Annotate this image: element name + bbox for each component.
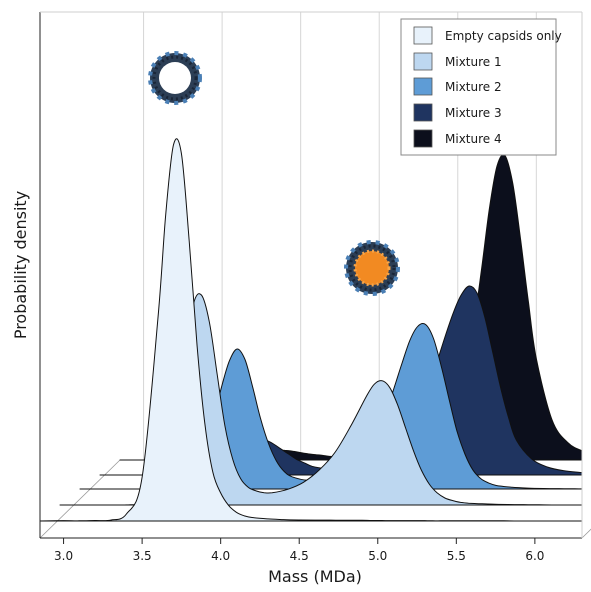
legend: Empty capsids only Mixture 1 Mixture 2 M… (400, 18, 562, 156)
legend-swatch-3 (413, 103, 433, 122)
legend-swatch-4 (413, 129, 433, 148)
x-tick-label-2: 4.0 (211, 549, 230, 563)
x-tick-label-6: 6.0 (525, 549, 544, 563)
x-tick-label-0: 3.0 (54, 549, 73, 563)
density-curve-empty-capsids-only (39, 138, 582, 522)
x-tick-label-1: 3.5 (133, 549, 152, 563)
legend-swatch-1 (413, 52, 433, 71)
legend-swatch-2 (413, 77, 433, 96)
legend-label-4: Mixture 4 (445, 132, 502, 146)
legend-label-1: Mixture 1 (445, 55, 502, 69)
floor-diagonal-1 (581, 528, 591, 539)
legend-label-3: Mixture 3 (445, 106, 502, 120)
empty-capsid-icon (148, 51, 202, 105)
x-tick-label-5: 5.5 (447, 549, 466, 563)
filled-capsid-icon (344, 240, 400, 296)
legend-label-2: Mixture 2 (445, 80, 502, 94)
x-axis-title: Mass (MDa) (268, 567, 362, 586)
floor-diagonal-0 (39, 459, 121, 539)
x-tick-label-3: 4.5 (290, 549, 309, 563)
x-tick-label-4: 5.0 (368, 549, 387, 563)
legend-label-0: Empty capsids only (445, 29, 562, 43)
x-ticks: 3.0 3.5 4.0 4.5 5.0 5.5 6.0 (54, 538, 544, 563)
density-curves (39, 138, 582, 522)
legend-swatch-0 (413, 26, 433, 45)
y-axis-title: Probability density (11, 191, 30, 339)
